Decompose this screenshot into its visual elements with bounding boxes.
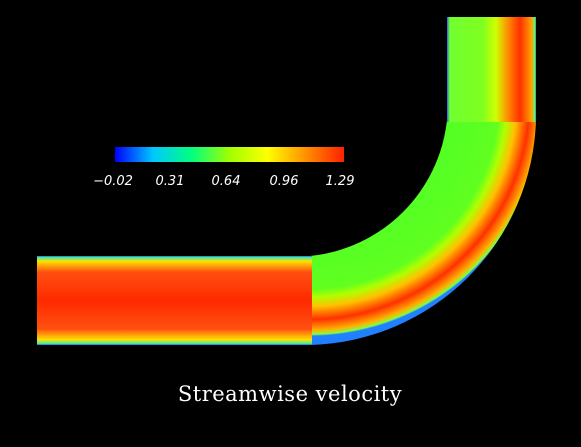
colorbar-tick-label: 0.31 <box>156 174 185 189</box>
colorbar-tick-label: 0.96 <box>270 174 299 189</box>
inlet-pipe <box>37 256 312 345</box>
colorbar-tick-label: 0.64 <box>212 174 241 189</box>
outlet-pipe <box>447 17 536 122</box>
colorbar-tick-labels: −0.02 0.31 0.64 0.96 1.29 <box>93 174 354 189</box>
figure-title: Streamwise velocity <box>178 382 402 406</box>
bend-section <box>300 100 536 345</box>
colorbar-bar <box>115 147 344 162</box>
colorbar: −0.02 0.31 0.64 0.96 1.29 <box>93 147 354 189</box>
velocity-field <box>37 17 536 345</box>
colorbar-tick-label: −0.02 <box>93 174 133 189</box>
colorbar-tick-label: 1.29 <box>326 174 355 189</box>
